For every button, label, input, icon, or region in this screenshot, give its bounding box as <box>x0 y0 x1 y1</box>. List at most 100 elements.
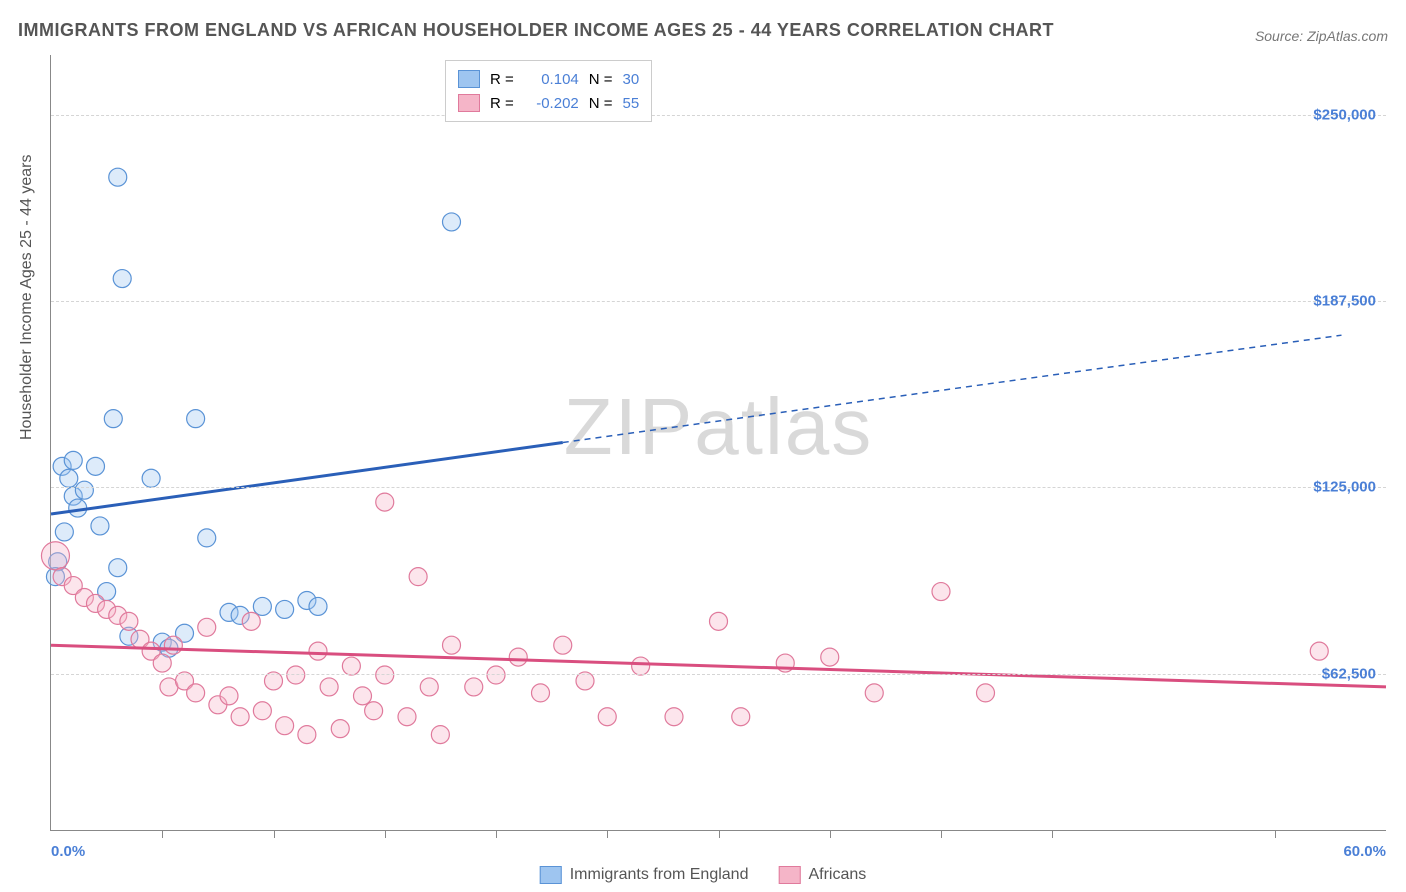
data-point <box>164 636 182 654</box>
data-point <box>431 726 449 744</box>
data-point <box>113 270 131 288</box>
data-point <box>198 618 216 636</box>
data-point <box>632 657 650 675</box>
data-point <box>253 597 271 615</box>
swatch-bottom-0 <box>540 866 562 884</box>
source-attribution: Source: ZipAtlas.com <box>1255 28 1388 44</box>
data-point <box>554 636 572 654</box>
data-point <box>932 583 950 601</box>
legend-label-0: Immigrants from England <box>570 866 749 884</box>
data-point <box>60 469 78 487</box>
data-point <box>220 687 238 705</box>
data-point <box>977 684 995 702</box>
n-label-0: N = <box>589 71 613 88</box>
data-point <box>91 517 109 535</box>
data-point <box>443 213 461 231</box>
data-point <box>87 457 105 475</box>
trend-line-extrapolated <box>563 335 1342 442</box>
grid-line <box>51 674 1386 675</box>
data-point <box>532 684 550 702</box>
x-axis-max-label: 60.0% <box>1343 843 1386 860</box>
y-tick-label: $187,500 <box>1313 292 1376 309</box>
data-point <box>320 678 338 696</box>
x-tick <box>941 830 942 838</box>
r-label-0: R = <box>490 71 514 88</box>
r-label-1: R = <box>490 95 514 112</box>
data-point <box>187 684 205 702</box>
data-point <box>420 678 438 696</box>
data-point <box>732 708 750 726</box>
data-point <box>710 612 728 630</box>
data-point <box>354 687 372 705</box>
chart-title: IMMIGRANTS FROM ENGLAND VS AFRICAN HOUSE… <box>18 20 1054 41</box>
series-legend: Immigrants from England Africans <box>540 866 867 884</box>
data-point <box>487 666 505 684</box>
x-tick <box>1275 830 1276 838</box>
data-point <box>109 168 127 186</box>
y-tick-label: $62,500 <box>1322 665 1376 682</box>
data-point <box>376 666 394 684</box>
data-point <box>187 410 205 428</box>
y-tick-label: $125,000 <box>1313 479 1376 496</box>
data-point <box>443 636 461 654</box>
data-point <box>41 542 69 570</box>
x-tick <box>607 830 608 838</box>
data-point <box>287 666 305 684</box>
x-axis-min-label: 0.0% <box>51 843 85 860</box>
data-point <box>576 672 594 690</box>
x-tick <box>274 830 275 838</box>
data-point <box>1310 642 1328 660</box>
data-point <box>465 678 483 696</box>
data-point <box>55 523 73 541</box>
data-point <box>276 600 294 618</box>
data-point <box>409 568 427 586</box>
data-point <box>153 654 171 672</box>
x-tick <box>162 830 163 838</box>
data-point <box>821 648 839 666</box>
data-point <box>665 708 683 726</box>
trend-line <box>51 443 563 515</box>
data-point <box>120 612 138 630</box>
x-tick <box>719 830 720 838</box>
data-point <box>331 720 349 738</box>
swatch-bottom-1 <box>778 866 800 884</box>
legend-item-1: Africans <box>778 866 866 884</box>
data-point <box>109 559 127 577</box>
data-point <box>265 672 283 690</box>
x-tick <box>830 830 831 838</box>
data-point <box>365 702 383 720</box>
chart-svg <box>51 55 1386 830</box>
swatch-series-1 <box>458 94 480 112</box>
data-point <box>75 481 93 499</box>
data-point <box>509 648 527 666</box>
n-label-1: N = <box>589 95 613 112</box>
grid-line <box>51 115 1386 116</box>
legend-row-series-0: R = 0.104 N = 30 <box>458 67 639 91</box>
data-point <box>231 708 249 726</box>
x-tick <box>1052 830 1053 838</box>
data-point <box>64 451 82 469</box>
data-point <box>253 702 271 720</box>
data-point <box>309 642 327 660</box>
swatch-series-0 <box>458 70 480 88</box>
n-value-0: 30 <box>623 71 640 88</box>
data-point <box>298 726 316 744</box>
grid-line <box>51 487 1386 488</box>
r-value-0: 0.104 <box>524 71 579 88</box>
data-point <box>104 410 122 428</box>
data-point <box>242 612 260 630</box>
grid-line <box>51 301 1386 302</box>
trend-line <box>51 645 1386 687</box>
legend-label-1: Africans <box>808 866 866 884</box>
plot-area: ZIPatlas $62,500$125,000$187,500$250,000… <box>50 55 1386 831</box>
data-point <box>865 684 883 702</box>
legend-item-0: Immigrants from England <box>540 866 749 884</box>
data-point <box>276 717 294 735</box>
data-point <box>598 708 616 726</box>
legend-row-series-1: R = -0.202 N = 55 <box>458 91 639 115</box>
data-point <box>309 597 327 615</box>
data-point <box>198 529 216 547</box>
y-axis-title: Householder Income Ages 25 - 44 years <box>18 155 36 441</box>
x-tick <box>385 830 386 838</box>
n-value-1: 55 <box>623 95 640 112</box>
